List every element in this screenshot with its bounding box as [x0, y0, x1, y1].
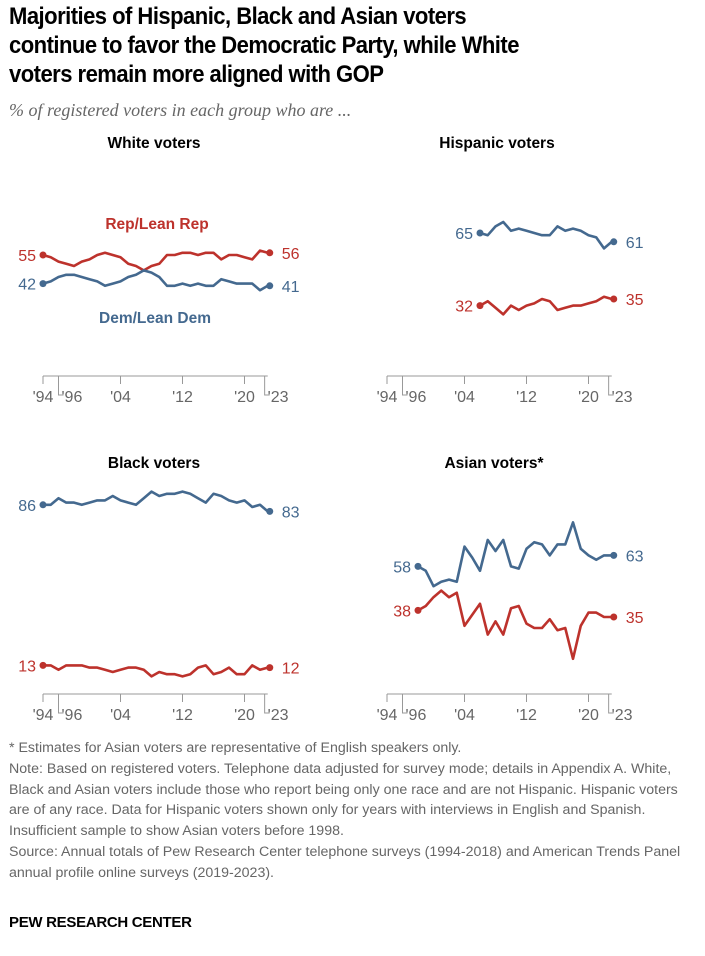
- asian-voters-chart: '94 '96 '04 '12 '20 '23 58 63 38 35: [377, 521, 644, 724]
- dem-end-point: [610, 238, 618, 246]
- rep-start-point: [476, 302, 484, 310]
- chart-title-line: continue to favor the Democratic Party, …: [9, 32, 519, 59]
- rep-end-point: [266, 664, 274, 672]
- x-tick-label: '12: [516, 389, 537, 406]
- x-tick-bracket: [608, 694, 614, 714]
- dem-series-line: [479, 220, 613, 250]
- x-tick-label: '04: [110, 389, 131, 406]
- dem-start-point: [39, 501, 47, 509]
- x-tick-label: '20: [234, 707, 255, 724]
- x-tick-label: '23: [268, 707, 289, 724]
- rep-series-line: [417, 589, 612, 661]
- dem-start-point: [476, 229, 484, 237]
- rep-start-point: [39, 251, 47, 259]
- x-tick-label: '04: [110, 707, 131, 724]
- dem-start-label: 42: [18, 277, 36, 294]
- chart-title: Majorities of Hispanic, Black and Asian …: [9, 2, 649, 89]
- x-tick-label: '94: [33, 389, 54, 406]
- dem-end-label: 61: [626, 235, 644, 252]
- x-tick-label: '94: [377, 707, 398, 724]
- dem-series-line: [42, 269, 269, 292]
- series-label-dem: Dem/Lean Dem: [99, 310, 211, 327]
- x-tick-label: '96: [62, 707, 83, 724]
- rep-end-label: 35: [626, 292, 644, 309]
- rep-series-line: [42, 249, 269, 272]
- rep-start-label: 38: [393, 603, 411, 620]
- x-tick-bracket: [58, 376, 64, 396]
- dem-end-label: 83: [282, 504, 300, 521]
- x-tick-label: '20: [234, 389, 255, 406]
- rep-start-point: [414, 606, 422, 614]
- rep-series-line: [479, 295, 613, 316]
- x-tick-label: '23: [268, 389, 289, 406]
- rep-end-point: [610, 613, 618, 621]
- chart-subtitle: % of registered voters in each group who…: [9, 100, 352, 120]
- panel-title-white: White voters: [107, 135, 201, 152]
- panel-title-hispanic: Hispanic voters: [439, 135, 555, 152]
- x-tick-label: '04: [454, 389, 475, 406]
- rep-start-point: [39, 661, 47, 669]
- x-tick-label: '20: [578, 389, 599, 406]
- x-tick-label: '23: [612, 707, 633, 724]
- chart-title-line: Majorities of Hispanic, Black and Asian …: [9, 3, 467, 30]
- x-tick-label: '23: [612, 389, 633, 406]
- dem-start-label: 58: [393, 559, 411, 576]
- x-tick-bracket: [264, 376, 270, 396]
- x-tick-label: '12: [172, 707, 193, 724]
- rep-end-label: 12: [282, 661, 300, 678]
- hispanic-voters-chart: '94 '96 '04 '12 '20 '23 65 61 32 35: [377, 220, 644, 406]
- dem-end-point: [266, 282, 274, 290]
- x-tick-label: '12: [516, 707, 537, 724]
- black-voters-chart: '94 '96 '04 '12 '20 '23 86 83 13 12: [18, 490, 300, 724]
- dem-end-point: [266, 507, 274, 515]
- pew-logo-text: PEW RESEARCH CENTER: [9, 914, 192, 931]
- rep-end-point: [610, 295, 618, 303]
- rep-series-line: [43, 664, 269, 678]
- rep-start-label: 13: [18, 658, 36, 675]
- x-tick-label: '96: [62, 389, 83, 406]
- asterisk-note: * Estimates for Asian voters are represe…: [9, 740, 462, 756]
- methodology-note: Note: Based on registered voters. Teleph…: [9, 760, 678, 840]
- x-tick-label: '04: [454, 707, 475, 724]
- panel-title-asian: Asian voters*: [444, 455, 544, 472]
- x-tick-bracket: [264, 694, 270, 714]
- dem-start-point: [414, 562, 422, 570]
- x-tick-bracket: [402, 694, 408, 714]
- chart-title-line: voters remain more aligned with GOP: [9, 61, 384, 88]
- source-note: Source: Annual totals of Pew Research Ce…: [9, 843, 681, 881]
- white-voters-chart: Rep/Lean Rep Dem/Lean Dem '94 '96 '04 '12 '2…: [18, 216, 300, 406]
- x-tick-label: '20: [578, 707, 599, 724]
- series-label-rep: Rep/Lean Rep: [105, 216, 208, 233]
- dem-end-label: 63: [626, 548, 644, 565]
- rep-end-label: 56: [282, 246, 300, 263]
- dem-start-label: 65: [455, 226, 473, 243]
- dem-series-line: [417, 521, 612, 588]
- x-tick-label: '12: [172, 389, 193, 406]
- notes: * Estimates for Asian voters are represe…: [9, 738, 699, 884]
- rep-end-point: [266, 249, 274, 257]
- dem-end-label: 41: [282, 279, 300, 296]
- x-tick-label: '96: [406, 707, 427, 724]
- dem-series-line: [43, 490, 269, 513]
- x-tick-bracket: [608, 376, 614, 396]
- dem-start-label: 86: [18, 498, 36, 515]
- dem-end-point: [610, 551, 618, 559]
- x-tick-label: '94: [377, 389, 398, 406]
- dem-start-point: [39, 280, 47, 288]
- x-tick-label: '96: [406, 389, 427, 406]
- rep-start-label: 32: [455, 299, 473, 316]
- x-tick-bracket: [58, 694, 64, 714]
- panel-title-black: Black voters: [107, 455, 201, 472]
- x-tick-label: '94: [33, 707, 54, 724]
- rep-start-label: 55: [18, 248, 36, 265]
- x-tick-bracket: [402, 376, 408, 396]
- rep-end-label: 35: [626, 610, 644, 627]
